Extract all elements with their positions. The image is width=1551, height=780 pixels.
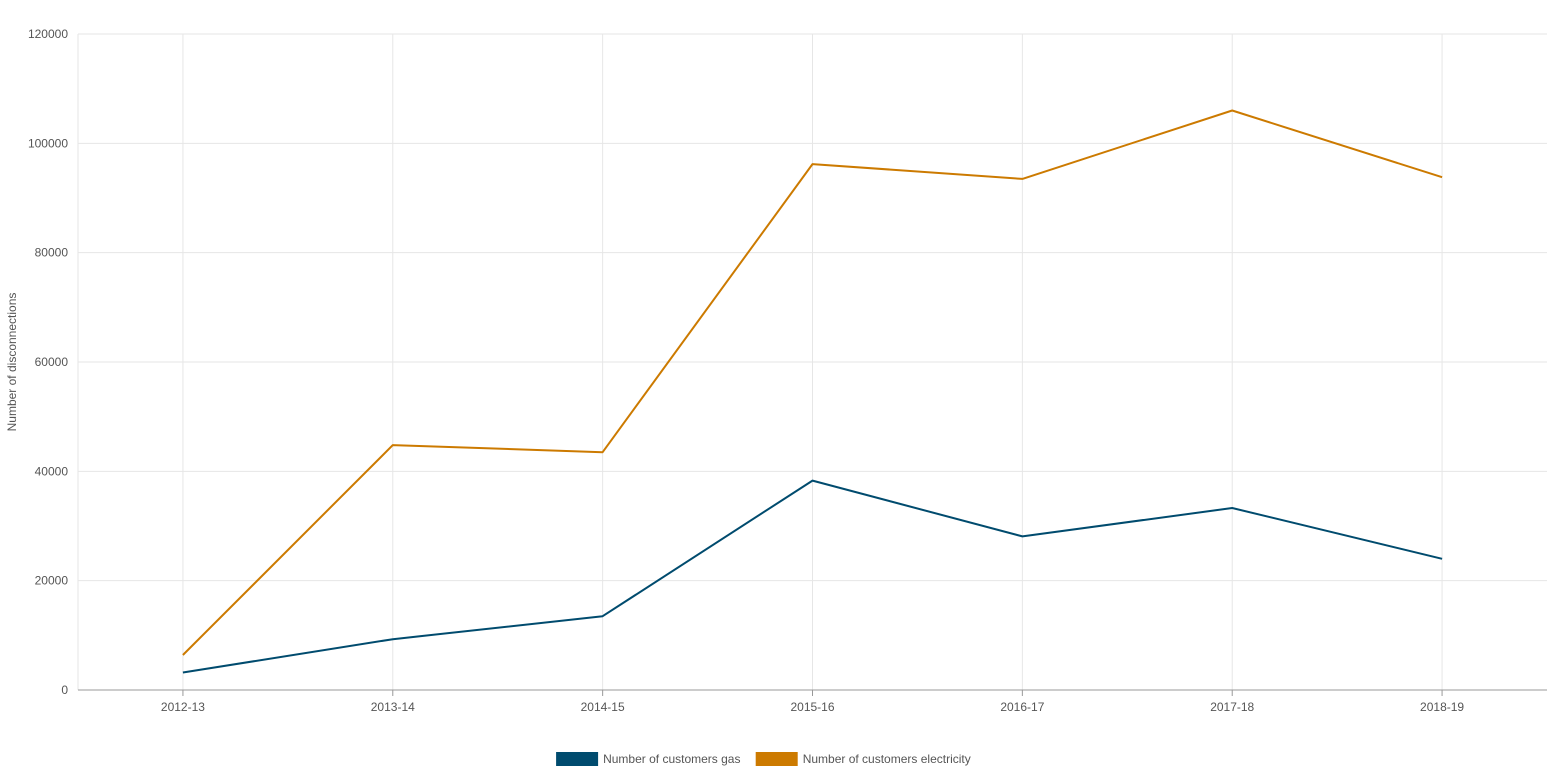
y-tick-label: 120000 (28, 27, 68, 41)
y-tick-label: 20000 (35, 574, 69, 588)
series-line-0[interactable] (182, 479, 1443, 674)
y-axis-title: Number of disconnections (5, 293, 19, 432)
x-tick-label: 2018-19 (1420, 700, 1464, 714)
x-tick-label: 2017-18 (1210, 700, 1254, 714)
legend-swatch (755, 752, 798, 766)
y-tick-label: 100000 (28, 136, 68, 150)
x-tick-label: 2015-16 (790, 700, 834, 714)
x-tick-label: 2013-14 (371, 700, 415, 714)
y-tick-label: 40000 (35, 464, 69, 478)
x-tick-label: 2012-13 (161, 700, 205, 714)
y-tick-label: 60000 (35, 355, 69, 369)
legend-item-0[interactable]: Number of customers gas (556, 752, 740, 766)
data-point[interactable] (1440, 557, 1444, 561)
y-tick-label: 80000 (35, 246, 69, 260)
axes: 0 20000 40000 60000 80000 100000 120000 2012-13… (28, 27, 1547, 714)
data-point[interactable] (811, 162, 815, 166)
x-tick-label: 2014-15 (581, 700, 625, 714)
data-point[interactable] (811, 479, 815, 483)
x-tick-label: 2016-17 (1000, 700, 1044, 714)
series-line-1[interactable] (182, 109, 1443, 656)
grid (77, 33, 1547, 690)
legend-label: Number of customers gas (603, 752, 740, 766)
data-point[interactable] (601, 450, 605, 454)
data-point[interactable] (391, 637, 395, 641)
legend-item-1[interactable]: Number of customers electricity (755, 752, 971, 766)
data-point[interactable] (1230, 506, 1234, 510)
data-point[interactable] (181, 653, 185, 657)
legend[interactable]: Number of customers gas Number of custome… (556, 752, 971, 766)
series-lines (181, 109, 1444, 675)
data-point[interactable] (1020, 534, 1024, 538)
data-point[interactable] (1230, 109, 1234, 113)
data-point[interactable] (391, 443, 395, 447)
data-point[interactable] (1440, 175, 1444, 179)
data-point[interactable] (601, 614, 605, 618)
y-tick-label: 0 (61, 683, 68, 697)
legend-label: Number of customers electricity (803, 752, 971, 766)
legend-swatch (556, 752, 599, 766)
data-point[interactable] (181, 671, 185, 675)
data-point[interactable] (1020, 177, 1024, 181)
